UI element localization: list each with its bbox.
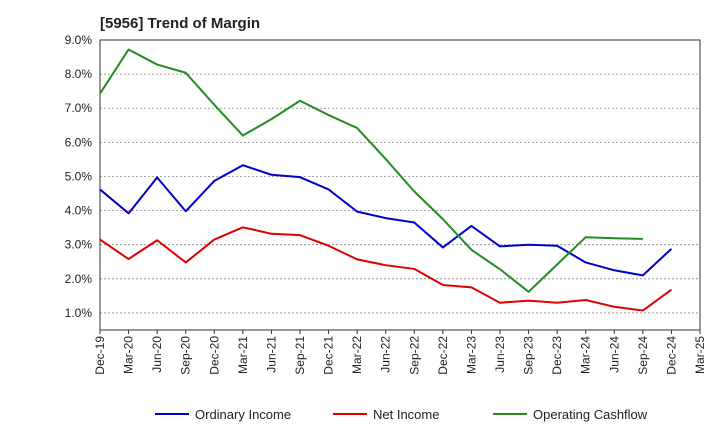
legend-label: Ordinary Income: [195, 407, 291, 422]
x-tick-label: Sep-23: [522, 336, 536, 375]
y-tick-label: 1.0%: [65, 306, 93, 320]
series-line-net-income: [99, 226, 673, 312]
x-tick-label: Jun-20: [150, 336, 164, 373]
x-tick-label: Sep-21: [293, 336, 307, 375]
series-line-operating-cashflow: [99, 48, 643, 293]
x-tick-label: Jun-24: [607, 336, 621, 373]
y-tick-label: 9.0%: [65, 33, 93, 47]
x-tick-label: Jun-23: [493, 336, 507, 373]
y-tick-label: 7.0%: [65, 101, 93, 115]
x-tick-label: Jun-21: [264, 336, 278, 373]
y-tick-label: 6.0%: [65, 135, 93, 149]
x-tick-label: Mar-25: [693, 336, 707, 374]
y-tick-label: 5.0%: [65, 169, 93, 183]
x-tick-label: Jun-22: [379, 336, 393, 373]
plot-frame: [99, 39, 701, 331]
x-tick-label: Dec-20: [207, 336, 221, 375]
x-tick-label: Mar-24: [579, 336, 593, 374]
x-tick-label: Dec-21: [322, 336, 336, 375]
x-tick-label: Sep-24: [636, 336, 650, 375]
y-tick-label: 8.0%: [65, 67, 93, 81]
x-tick-label: Mar-22: [350, 336, 364, 374]
x-tick-label: Mar-23: [464, 336, 478, 374]
chart-title: [5956] Trend of Margin: [100, 15, 261, 32]
x-tick-label: Dec-19: [93, 336, 107, 375]
x-tick-label: Dec-22: [436, 336, 450, 375]
y-tick-label: 4.0%: [65, 204, 93, 218]
y-tick-label: 2.0%: [65, 272, 93, 286]
legend-label: Net Income: [373, 407, 439, 422]
x-tick-label: Dec-23: [550, 336, 564, 375]
legend-label: Operating Cashflow: [533, 407, 648, 422]
x-tick-label: Dec-24: [664, 336, 678, 375]
y-tick-label: 3.0%: [65, 238, 93, 252]
x-tick-label: Sep-22: [407, 336, 421, 375]
x-tick-label: Sep-20: [179, 336, 193, 375]
x-tick-label: Mar-21: [236, 336, 250, 374]
x-tick-label: Mar-20: [122, 336, 136, 374]
series-line-ordinary-income: [99, 164, 673, 277]
